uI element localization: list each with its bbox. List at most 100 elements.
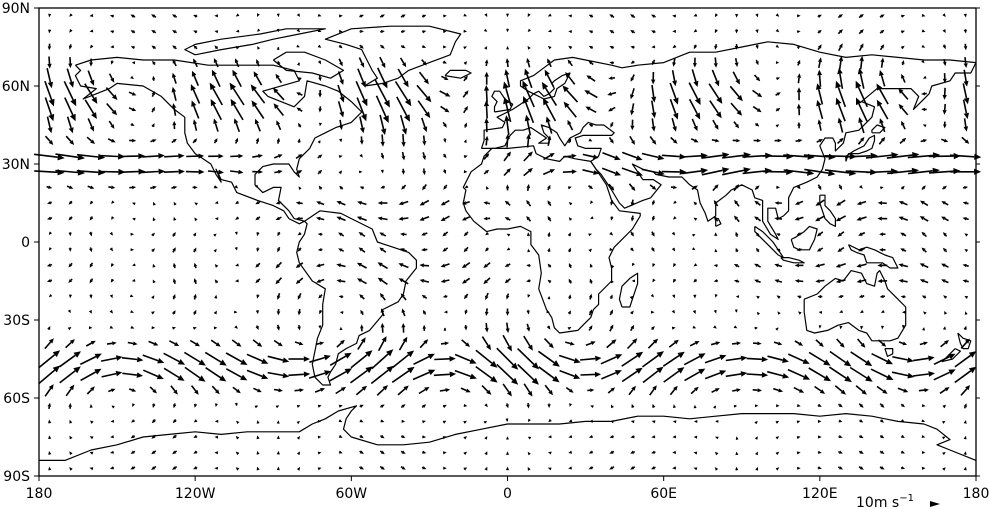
wind-arrow <box>900 45 905 50</box>
wind-arrow <box>524 68 533 89</box>
wind-arrow <box>608 183 615 191</box>
wind-arrow <box>110 435 114 439</box>
wind-arrow <box>506 293 510 300</box>
wind-arrow <box>837 43 843 52</box>
wind-arrow <box>68 247 72 252</box>
wind-arrow <box>208 153 224 159</box>
wind-arrow <box>671 247 676 252</box>
y-tick-label: 30N <box>2 157 30 173</box>
wind-arrow <box>649 136 657 145</box>
wind-arrow <box>714 248 718 253</box>
wind-arrow <box>185 169 205 175</box>
wind-arrow <box>296 28 301 33</box>
wind-arrow <box>818 325 822 329</box>
wind-arrow <box>672 44 677 49</box>
wind-arrow <box>506 13 509 18</box>
wind-arrow <box>151 450 157 455</box>
wind-arrow <box>921 29 926 33</box>
wind-arrow <box>526 279 531 283</box>
wind-arrow <box>796 451 801 455</box>
wind-arrow <box>547 231 551 237</box>
wind-arrow <box>214 217 219 221</box>
wind-arrow <box>775 451 780 456</box>
wind-arrow <box>87 118 94 132</box>
wind-arrow <box>205 367 227 382</box>
wind-arrow <box>901 73 906 83</box>
wind-arrow <box>419 339 429 349</box>
wind-arrow <box>630 119 635 131</box>
wind-arrow <box>439 388 451 393</box>
wind-arrow <box>773 341 783 346</box>
wind-arrow <box>898 201 908 206</box>
wind-arrow <box>318 185 323 190</box>
wind-arrow <box>688 98 701 120</box>
wind-arrow <box>47 402 51 410</box>
wind-arrow <box>89 247 93 253</box>
wind-arrow <box>817 69 823 87</box>
wind-arrow <box>377 336 387 352</box>
wind-arrow <box>900 295 906 299</box>
wind-arrow <box>380 434 385 439</box>
wind-arrow <box>234 310 238 314</box>
wind-arrow <box>962 83 970 105</box>
wind-arrow <box>48 294 53 298</box>
wind-arrow <box>671 117 677 132</box>
wind-arrow <box>662 351 685 367</box>
wind-arrow <box>942 404 947 409</box>
wind-arrow <box>339 138 343 143</box>
wind-arrow <box>484 466 488 471</box>
wind-arrow <box>588 325 593 331</box>
wind-arrow <box>275 73 283 84</box>
wind-arrow <box>359 404 364 408</box>
wind-arrow <box>288 356 310 362</box>
wind-arrow <box>526 403 530 409</box>
wind-arrow <box>942 13 946 17</box>
wind-arrow <box>943 295 947 299</box>
wind-arrow <box>629 135 635 145</box>
wind-arrow <box>379 14 385 18</box>
wind-arrow <box>630 247 634 252</box>
wind-arrow <box>879 434 885 439</box>
wind-arrow <box>590 405 594 408</box>
wind-arrow <box>879 44 885 51</box>
wind-arrow <box>151 45 157 50</box>
wind-arrow <box>173 201 177 206</box>
wind-arrow <box>584 90 598 99</box>
wind-arrow <box>235 279 239 283</box>
wind-arrow <box>296 420 300 425</box>
wind-arrow <box>256 59 260 67</box>
wind-arrow <box>651 118 656 132</box>
wind-arrow <box>607 91 617 96</box>
wind-arrow <box>380 185 386 189</box>
wind-arrow <box>398 216 409 221</box>
wind-arrow <box>672 420 677 424</box>
coastline <box>462 145 641 334</box>
wind-arrow <box>150 139 157 143</box>
wind-arrow <box>89 58 93 67</box>
wind-arrow <box>588 293 593 300</box>
wind-arrow <box>943 121 947 129</box>
wind-arrow <box>443 327 447 331</box>
wind-arrow <box>150 185 157 190</box>
wind-arrow <box>462 277 471 284</box>
wind-arrow <box>68 294 72 299</box>
wind-arrow <box>609 46 615 50</box>
wind-arrow <box>234 58 240 68</box>
wind-arrow <box>505 418 509 422</box>
wind-arrow <box>338 404 343 408</box>
wind-arrow <box>484 135 489 146</box>
wind-arrow <box>548 435 552 439</box>
wind-arrow <box>651 14 656 18</box>
wind-arrow <box>461 262 471 269</box>
wind-arrow <box>804 168 836 177</box>
wind-arrow <box>880 419 884 423</box>
wind-arrow <box>503 168 511 177</box>
wind-arrow <box>130 232 135 236</box>
wind-arrow <box>89 13 94 17</box>
wind-arrow <box>186 153 205 159</box>
wind-arrow <box>464 325 468 331</box>
wind-arrow <box>214 451 218 455</box>
wind-arrow <box>63 80 77 107</box>
wind-arrow <box>774 216 783 221</box>
wind-arrow <box>879 403 885 408</box>
